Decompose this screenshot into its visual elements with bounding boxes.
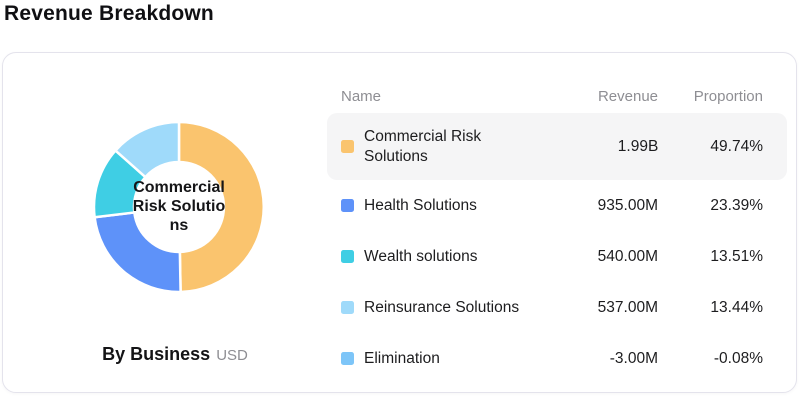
legend-table-body: Commercial Risk Solutions 1.99B 49.74% H…	[327, 113, 787, 384]
legend-table: Name Revenue Proportion Commercial Risk …	[327, 83, 787, 384]
row-revenue: -3.00M	[609, 349, 658, 367]
header-name: Name	[341, 87, 382, 105]
row-revenue: 537.00M	[597, 298, 658, 316]
table-row-elimination[interactable]: Elimination -3.00M -0.08%	[327, 333, 787, 384]
donut-slice-3[interactable]	[114, 120, 181, 179]
chart-footer: By Business USD	[3, 344, 347, 365]
table-row-health-solutions[interactable]: Health Solutions 935.00M 23.39%	[327, 180, 787, 231]
row-proportion: 23.39%	[710, 196, 763, 214]
row-proportion: 13.44%	[710, 298, 763, 316]
donut-slice-1[interactable]	[93, 211, 182, 294]
row-name: Health Solutions	[364, 196, 477, 214]
donut-slice-0[interactable]	[177, 120, 265, 294]
group-by-label: By Business	[102, 344, 211, 364]
legend-swatch-icon	[341, 140, 354, 153]
row-proportion: -0.08%	[713, 349, 763, 367]
row-revenue: 935.00M	[597, 196, 658, 214]
table-row-wealth-solutions[interactable]: Wealth solutions 540.00M 13.51%	[327, 231, 787, 282]
legend-swatch-icon	[341, 199, 354, 212]
row-proportion: 49.74%	[710, 137, 763, 155]
header-revenue: Revenue	[597, 87, 658, 105]
table-row-commercial-risk-solutions[interactable]: Commercial Risk Solutions 1.99B 49.74%	[327, 113, 787, 180]
row-name: Elimination	[364, 349, 440, 367]
currency-unit-label: USD	[216, 347, 248, 364]
page-title: Revenue Breakdown	[4, 2, 214, 25]
legend-swatch-icon	[341, 352, 354, 365]
row-proportion: 13.51%	[710, 247, 763, 265]
row-revenue: 540.00M	[597, 247, 658, 265]
header-proportion: Proportion	[693, 87, 763, 105]
legend-swatch-icon	[341, 250, 354, 263]
row-name: Commercial Risk Solutions	[364, 128, 482, 165]
row-name: Wealth solutions	[364, 247, 478, 265]
row-name: Reinsurance Solutions	[364, 298, 520, 316]
legend-swatch-icon	[341, 301, 354, 314]
table-row-reinsurance-solutions[interactable]: Reinsurance Solutions 537.00M 13.44%	[327, 282, 787, 333]
row-revenue: 1.99B	[617, 137, 659, 155]
donut-chart-svg	[92, 120, 265, 294]
donut-chart: Commercial Risk Solutions	[91, 119, 267, 295]
legend-table-header: Name Revenue Proportion	[327, 83, 787, 109]
revenue-breakdown-card: Commercial Risk Solutions By Business USD…	[2, 52, 797, 393]
